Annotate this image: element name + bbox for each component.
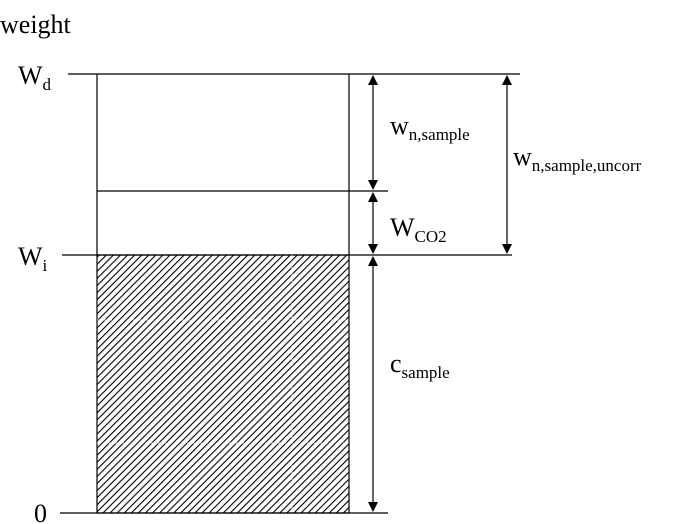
label-w-n-sample-uncorr: wn,sample,uncorr: [513, 142, 642, 175]
axis-title: weight: [0, 10, 72, 39]
label-w-co2: WCO2: [390, 213, 447, 246]
label-c-sample: csample: [390, 349, 450, 382]
level-label-zero: 0: [34, 499, 47, 524]
sample-hatched-region: [96, 254, 350, 514]
level-label-wi: Wi: [18, 242, 48, 275]
hatch-grid: [97, 255, 349, 513]
label-w-n-sample: wn,sample: [390, 111, 470, 144]
level-label-wd: Wd: [18, 61, 52, 94]
